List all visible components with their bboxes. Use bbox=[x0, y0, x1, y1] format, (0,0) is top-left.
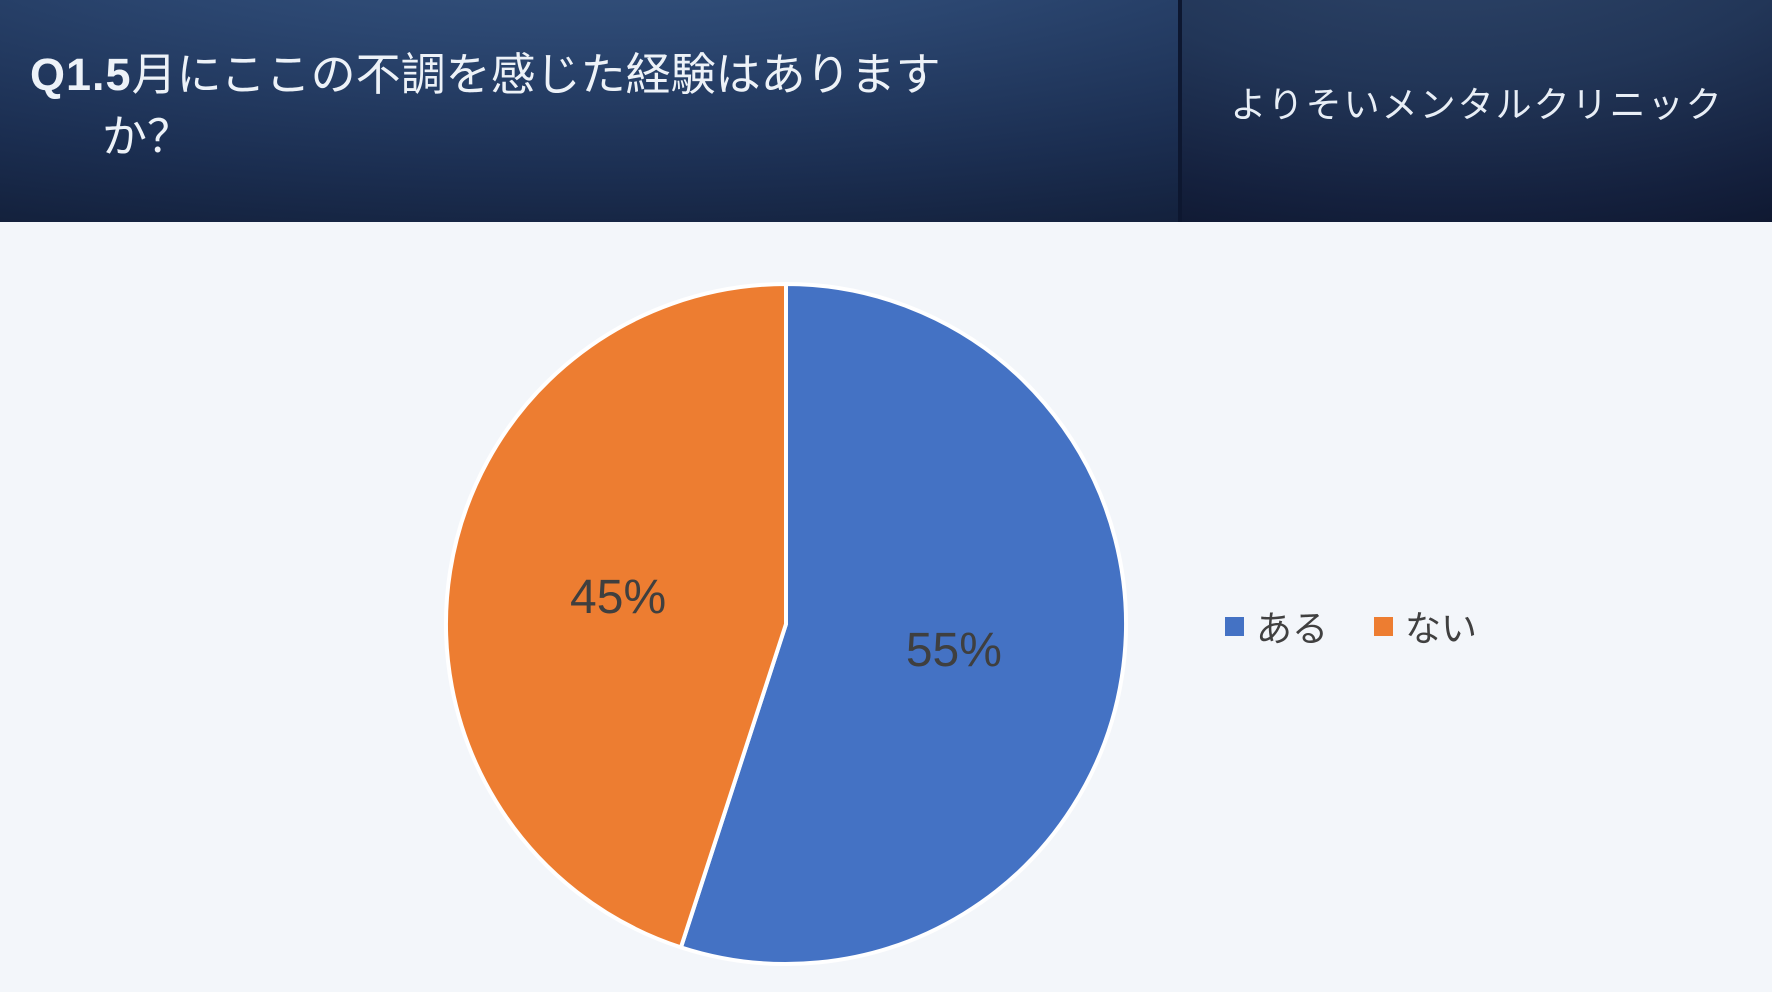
chart-area: 55% 45% ある ない bbox=[0, 222, 1772, 992]
legend-swatch-aru bbox=[1225, 616, 1244, 636]
legend-swatch-nai bbox=[1374, 616, 1394, 636]
question-number: Q1.5 bbox=[30, 49, 132, 100]
question-text-line2: か？ bbox=[102, 111, 193, 162]
pie-slice-ある bbox=[678, 282, 1128, 966]
pie-data-label-ない: 45% bbox=[570, 571, 666, 624]
pie-slice-ない bbox=[443, 282, 788, 950]
pie-chart: 55% 45% bbox=[443, 282, 1128, 966]
legend-item-aru: ある bbox=[1225, 600, 1328, 652]
question-panel: Q1.5月にここの不調を感じた経験はあります か？ bbox=[0, 0, 1178, 222]
legend-label-aru: ある bbox=[1256, 608, 1329, 649]
question-text-line1: 月にここの不調を感じた経験はあります bbox=[131, 49, 941, 100]
clinic-name: よりそいメンタルクリニック bbox=[1230, 84, 1724, 125]
header-divider bbox=[1178, 0, 1182, 222]
legend-item-nai: ない bbox=[1374, 600, 1477, 652]
legend-label-nai: ない bbox=[1405, 608, 1478, 649]
question-title: Q1.5月にここの不調を感じた経験はあります か？ bbox=[0, 0, 1178, 168]
brand-panel: よりそいメンタルクリニック bbox=[1182, 0, 1772, 222]
pie-data-label-ある: 55% bbox=[906, 624, 1002, 677]
chart-legend: ある ない bbox=[1225, 600, 1477, 652]
header-bar: Q1.5月にここの不調を感じた経験はあります か？ よりそいメンタルクリニック bbox=[0, 0, 1772, 222]
